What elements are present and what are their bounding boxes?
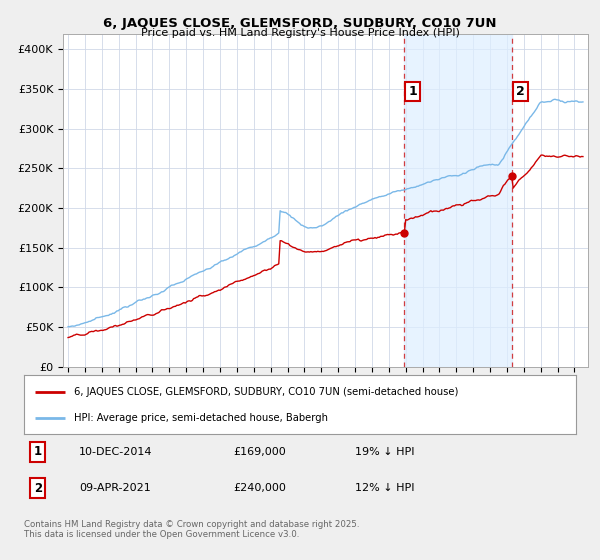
Text: 6, JAQUES CLOSE, GLEMSFORD, SUDBURY, CO10 7UN (semi-detached house): 6, JAQUES CLOSE, GLEMSFORD, SUDBURY, CO1…: [74, 386, 458, 396]
Text: 2: 2: [516, 85, 524, 98]
Text: 1: 1: [34, 445, 42, 459]
Text: 09-APR-2021: 09-APR-2021: [79, 483, 151, 493]
Bar: [404, 34, 512, 367]
Text: Price paid vs. HM Land Registry's House Price Index (HPI): Price paid vs. HM Land Registry's House …: [140, 28, 460, 38]
Text: 1: 1: [409, 85, 418, 98]
Text: 10-DEC-2014: 10-DEC-2014: [79, 447, 152, 457]
Text: 2: 2: [34, 482, 42, 494]
Text: Contains HM Land Registry data © Crown copyright and database right 2025.
This d: Contains HM Land Registry data © Crown c…: [24, 520, 359, 539]
Text: £240,000: £240,000: [234, 483, 287, 493]
Text: 19% ↓ HPI: 19% ↓ HPI: [355, 447, 415, 457]
Text: HPI: Average price, semi-detached house, Babergh: HPI: Average price, semi-detached house,…: [74, 413, 328, 423]
Text: 12% ↓ HPI: 12% ↓ HPI: [355, 483, 415, 493]
Text: £169,000: £169,000: [234, 447, 287, 457]
Text: 6, JAQUES CLOSE, GLEMSFORD, SUDBURY, CO10 7UN: 6, JAQUES CLOSE, GLEMSFORD, SUDBURY, CO1…: [103, 17, 497, 30]
